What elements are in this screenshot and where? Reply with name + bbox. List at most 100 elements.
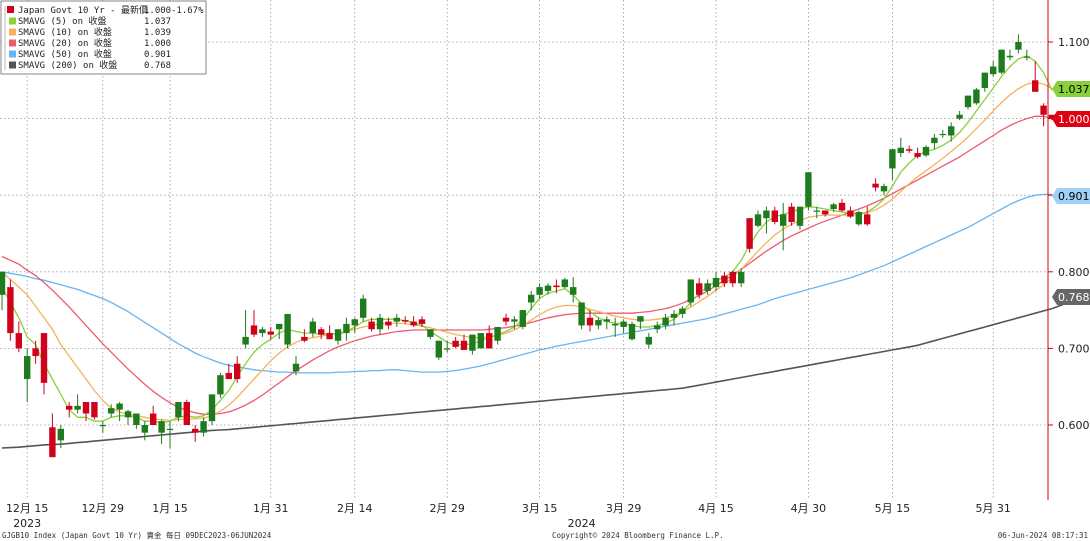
candle-body bbox=[183, 402, 190, 425]
candle bbox=[586, 310, 594, 332]
candle-body bbox=[654, 325, 661, 330]
candle-body bbox=[914, 153, 921, 157]
candle bbox=[175, 402, 182, 422]
chart-legend[interactable]: Japan Govt 10 Yr - 最新價 1.000 -1.67% SMAV… bbox=[0, 0, 207, 75]
candle-body bbox=[1006, 55, 1014, 58]
candle bbox=[914, 147, 921, 159]
candle-body bbox=[754, 214, 762, 226]
y-axis-tick-label: 0.800 bbox=[1058, 266, 1090, 279]
candle-body bbox=[1040, 105, 1047, 115]
legend-swatch-sma50 bbox=[9, 50, 16, 58]
candle-body bbox=[444, 348, 451, 350]
candle-body bbox=[612, 323, 619, 326]
x-axis-tick-label: 3月 29 bbox=[606, 502, 642, 515]
candle-body bbox=[368, 321, 375, 330]
moving-average-lines bbox=[1, 55, 1086, 449]
candle bbox=[855, 210, 862, 226]
candle-body bbox=[250, 325, 258, 335]
legend-value-sma200: 0.768 bbox=[144, 61, 171, 71]
candle bbox=[309, 317, 316, 337]
candle-body bbox=[813, 210, 820, 212]
candle bbox=[259, 326, 266, 337]
candle bbox=[763, 206, 770, 234]
candle bbox=[746, 218, 753, 253]
candle bbox=[284, 313, 291, 349]
candle bbox=[40, 333, 48, 395]
candle-body bbox=[494, 326, 501, 341]
candle bbox=[729, 270, 736, 288]
candle-body bbox=[116, 403, 123, 410]
x-axis-tick-label: 12月 29 bbox=[82, 502, 125, 515]
candle-body bbox=[838, 202, 846, 211]
x-axis-tick-label: 4月 15 bbox=[698, 502, 734, 515]
candle-body bbox=[410, 321, 417, 326]
candle bbox=[32, 340, 39, 364]
candle bbox=[670, 310, 678, 326]
candle-body bbox=[687, 279, 694, 303]
candle-body bbox=[746, 218, 753, 249]
candle bbox=[536, 283, 543, 299]
candle bbox=[208, 394, 216, 425]
legend-value-sma50: 0.901 bbox=[144, 50, 171, 60]
candle bbox=[931, 133, 938, 150]
candle-body bbox=[242, 336, 249, 345]
candle bbox=[645, 333, 652, 349]
candle-body bbox=[343, 323, 350, 334]
candle-body bbox=[166, 428, 174, 431]
candle bbox=[981, 72, 988, 92]
price-tag-last-text: 1.000 bbox=[1058, 113, 1090, 126]
candle-body bbox=[704, 283, 711, 291]
candle bbox=[990, 61, 997, 77]
candle-body bbox=[309, 321, 316, 334]
x-axis-tick-label: 12月 15 bbox=[6, 502, 49, 515]
candle bbox=[91, 402, 98, 420]
candle-body bbox=[578, 302, 585, 326]
candle bbox=[301, 329, 308, 343]
candle bbox=[796, 206, 804, 230]
candle bbox=[15, 321, 22, 353]
candle bbox=[427, 329, 434, 340]
candle bbox=[99, 421, 106, 433]
candle-body bbox=[124, 411, 132, 418]
candle bbox=[864, 206, 871, 226]
candle bbox=[166, 421, 174, 448]
price-tag-sma200-text: 0.768 bbox=[1058, 291, 1090, 304]
candle-body bbox=[435, 340, 442, 358]
candle bbox=[998, 49, 1005, 75]
candle bbox=[889, 149, 896, 180]
candle bbox=[7, 279, 14, 341]
chart-footer: GJGB10 Index (Japan Govt 10 Yr) 賣金 每日 09… bbox=[2, 530, 1088, 540]
y-axis-tick-label: 0.700 bbox=[1058, 342, 1090, 355]
candle bbox=[225, 363, 232, 380]
candle-body bbox=[544, 285, 552, 291]
candle-body bbox=[74, 405, 81, 410]
candle bbox=[74, 394, 81, 414]
candle-body bbox=[553, 285, 560, 288]
candle-body bbox=[586, 317, 594, 326]
candle-body bbox=[334, 329, 342, 341]
candle bbox=[805, 172, 812, 211]
candle-body bbox=[32, 348, 39, 357]
x-axis-tick-label: 3月 15 bbox=[522, 502, 558, 515]
candle bbox=[360, 294, 367, 322]
candle-body bbox=[301, 336, 308, 341]
legend-swatch-sma5 bbox=[9, 17, 16, 25]
candle-body bbox=[141, 425, 148, 433]
legend-swatch-sma20 bbox=[9, 39, 16, 47]
candle bbox=[410, 316, 417, 327]
candle bbox=[872, 178, 879, 192]
candle bbox=[393, 313, 400, 327]
candle bbox=[200, 417, 207, 437]
candle bbox=[712, 271, 720, 291]
candle-body bbox=[57, 428, 64, 441]
candle-body bbox=[234, 363, 241, 380]
candle bbox=[82, 402, 90, 422]
candle bbox=[66, 402, 73, 418]
candle bbox=[788, 202, 795, 226]
candle bbox=[570, 277, 577, 303]
x-axis-tick-label: 1月 15 bbox=[152, 502, 188, 515]
candle-body bbox=[326, 333, 333, 340]
candle bbox=[124, 409, 132, 425]
candle-body bbox=[561, 279, 568, 288]
